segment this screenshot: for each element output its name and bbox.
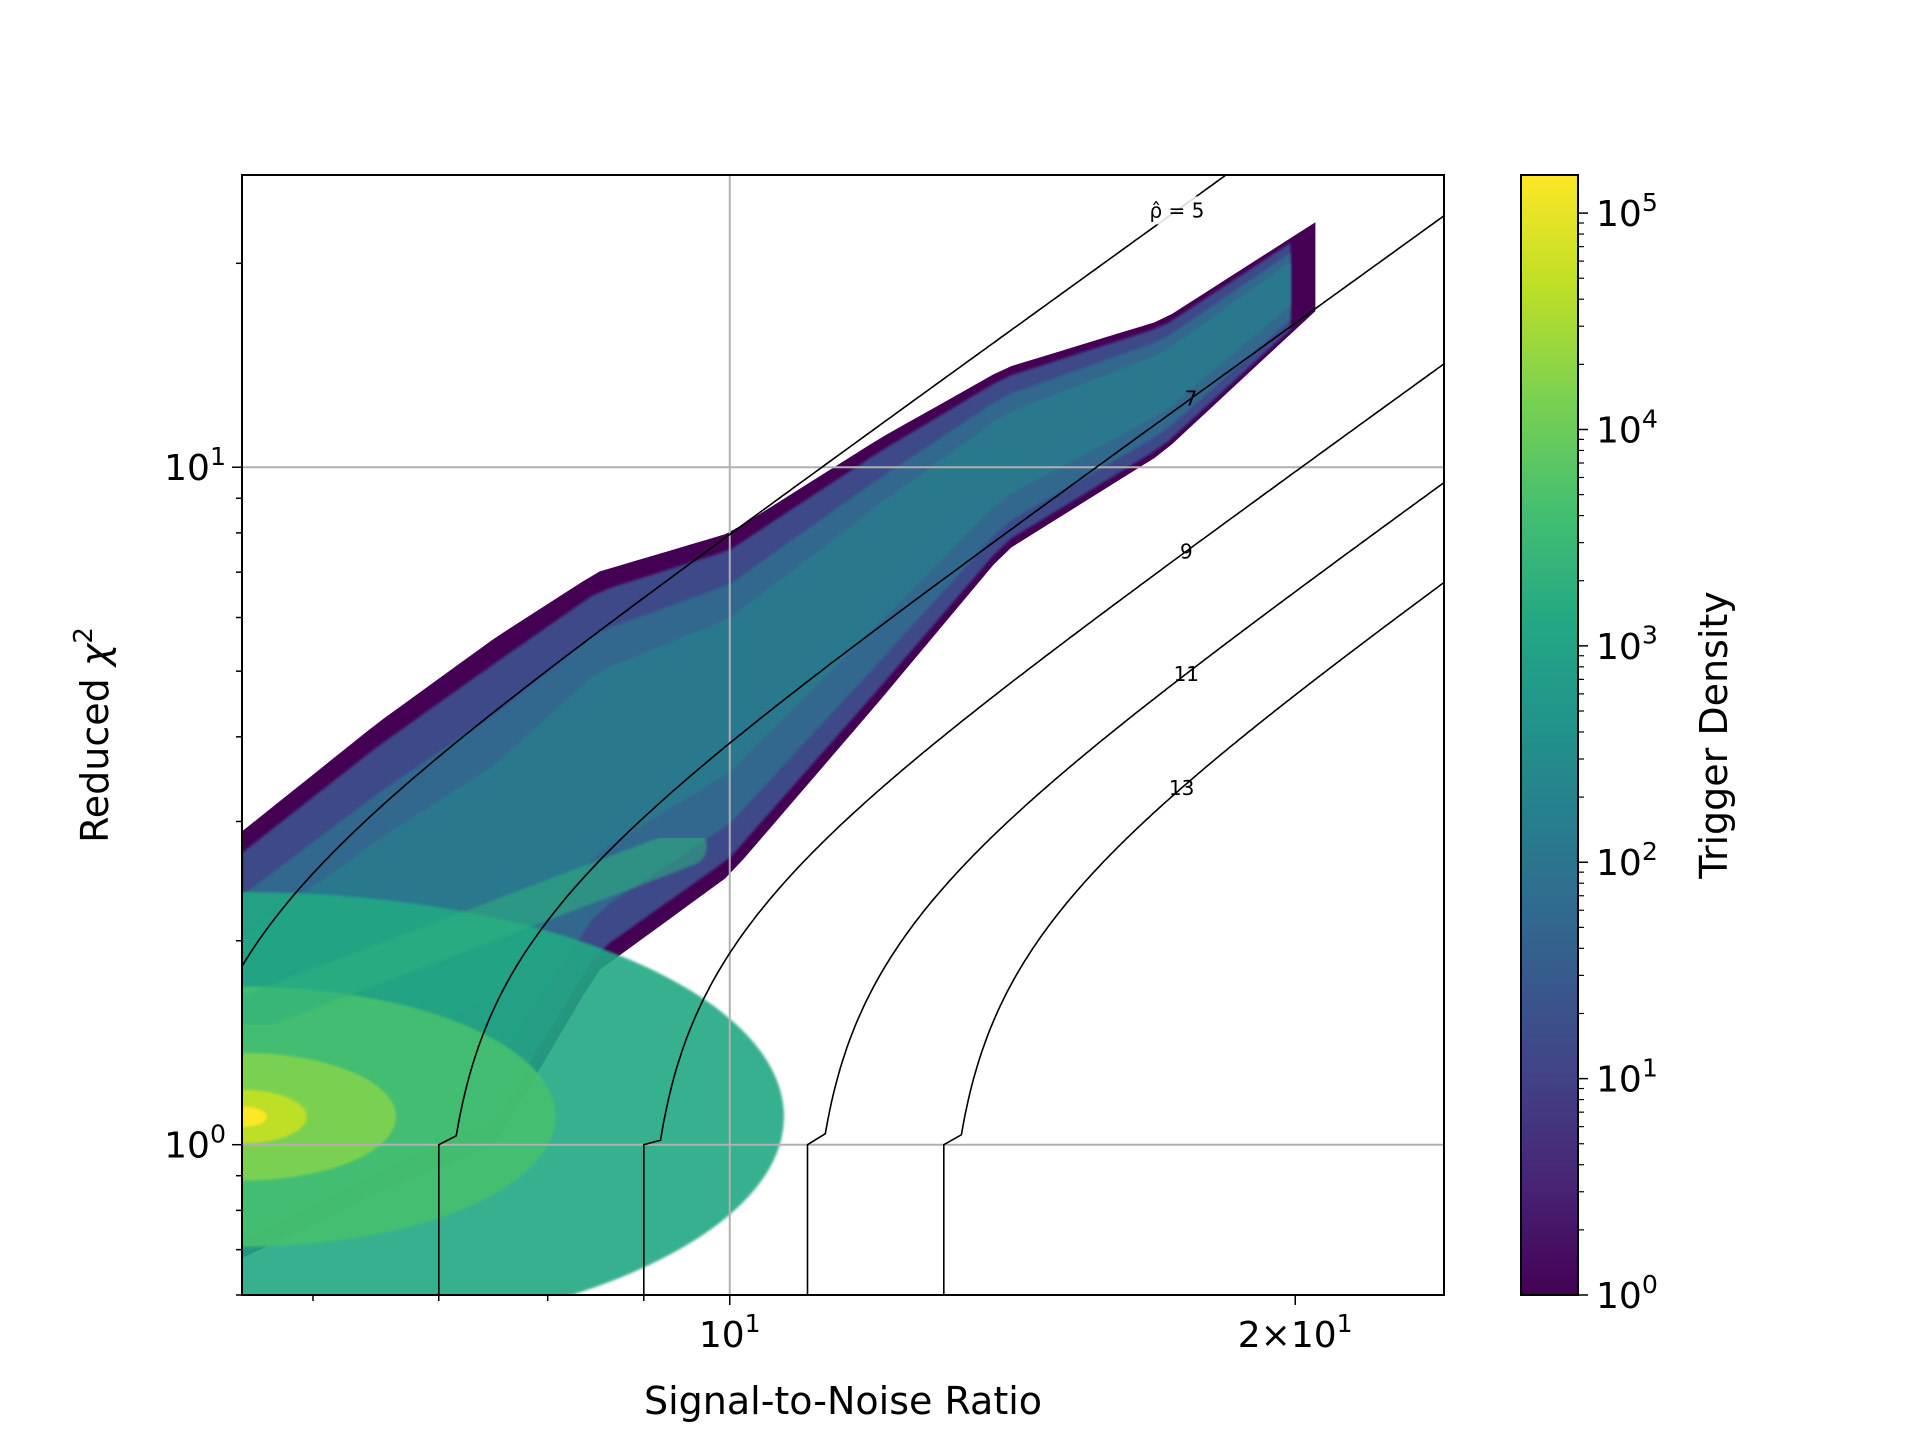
contour-line [643, 362, 1444, 1295]
colorbar-tick-label: 101 [1596, 1054, 1658, 1101]
y-axis-title: Reduced χ2 [69, 627, 117, 843]
colorbar: 100 101 102 103 104 105 Trigger Density [1520, 174, 1736, 1317]
colorbar-tick-label: 103 [1596, 621, 1658, 668]
density-core [242, 1052, 396, 1181]
density-core [242, 1089, 307, 1144]
plot-frame [241, 174, 1445, 1296]
y-tick-label: 100 [164, 1120, 226, 1167]
plot-area: ρ̂ = 5 7 9 11 13 101 2×101 100 101 [164, 174, 1445, 1356]
x-tick-label: 2×101 [1238, 1309, 1353, 1356]
contour-line [806, 481, 1444, 1295]
colorbar-tick-label: 100 [1596, 1270, 1658, 1317]
colorbar-tick-label: 102 [1596, 837, 1658, 884]
contour-label: 13 [1169, 776, 1194, 800]
x-axis-ticks: 101 2×101 [312, 1295, 1353, 1356]
density-ridge-band [242, 827, 707, 1035]
contour-label-bg [1152, 196, 1201, 225]
density-heatmap [242, 222, 1316, 1295]
density-core [242, 1106, 267, 1128]
grid-lines [242, 175, 1444, 1295]
colorbar-title: Trigger Density [1692, 591, 1736, 880]
x-tick-label: 101 [699, 1309, 761, 1356]
colorbar-ticks: 100 101 102 103 104 105 [1578, 188, 1658, 1317]
contour-lines [242, 175, 1444, 1295]
contour-line [943, 581, 1444, 1295]
y-tick-label: 101 [164, 442, 226, 489]
contour-label: ρ̂ = 5 [1149, 198, 1204, 222]
colorbar-gradient [1520, 174, 1579, 1296]
contour-labels: ρ̂ = 5 7 9 11 13 [1149, 196, 1204, 800]
contour-line [242, 175, 1228, 967]
contour-label: 11 [1174, 662, 1199, 686]
contour-line [438, 214, 1444, 1295]
x-axis-title: Signal-to-Noise Ratio [644, 1379, 1042, 1423]
contour-label: 9 [1180, 539, 1193, 563]
contour-label: 7 [1185, 387, 1198, 411]
colorbar-tick-label: 104 [1596, 404, 1658, 451]
colorbar-tick-label: 105 [1596, 188, 1658, 235]
y-axis-ticks: 100 101 [164, 262, 242, 1296]
